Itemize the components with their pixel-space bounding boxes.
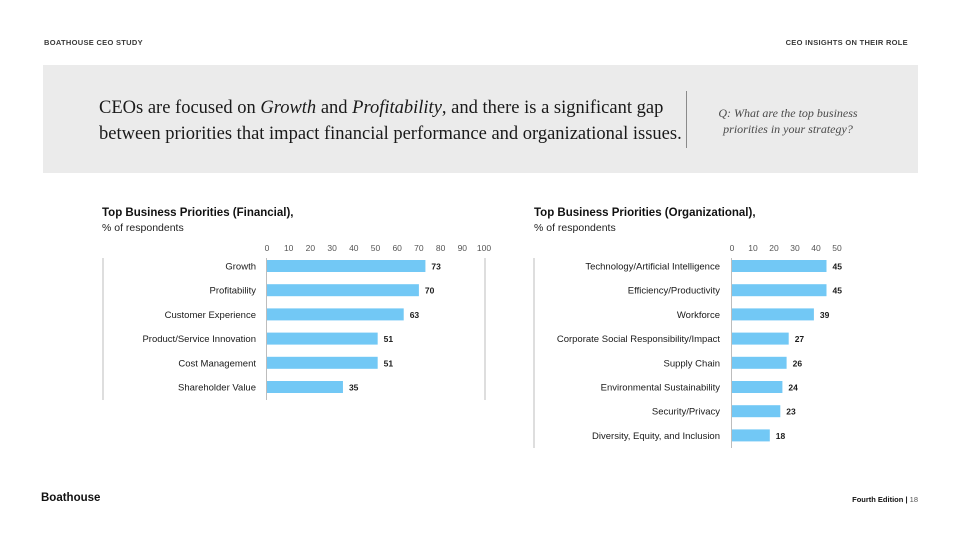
headline-text-2: and: [316, 98, 353, 118]
chart-organizational-bar: [732, 356, 787, 369]
chart-organizational-category-label: Supply Chain: [663, 358, 720, 369]
chart-financial-category-label: Growth: [225, 262, 256, 273]
chart-financial-tick-label: 80: [436, 243, 446, 253]
headline-text-1: CEOs are focused on: [99, 98, 261, 118]
chart-organizational-category-label: Efficiency/Productivity: [628, 286, 720, 297]
chart-organizational-category-label: Workforce: [677, 310, 720, 321]
chart-organizational-tick-label: 20: [769, 243, 779, 253]
chart-organizational-bar: [732, 332, 789, 345]
page-number: 18: [909, 495, 918, 504]
chart-financial-bar: [267, 356, 378, 369]
chart-organizational-tick-label: 30: [790, 243, 800, 253]
chart-organizational-bar: [732, 381, 783, 393]
chart-financial-tick-label: 20: [306, 243, 316, 253]
study-label: BOATHOUSE CEO STUDY: [44, 38, 143, 47]
headline-text-3: , and there is a significant gap between…: [99, 98, 682, 144]
chart-financial-tick-label: 100: [477, 243, 491, 253]
chart-financial-tick-label: 50: [371, 243, 381, 253]
chart-financial-tick-label: 70: [414, 243, 424, 253]
chart-organizational-bar: [732, 260, 827, 272]
brand-logo: Boathouse: [41, 492, 101, 504]
chart-financial-tick-label: 30: [327, 243, 337, 253]
chart-organizational-category-label: Security/Privacy: [652, 407, 720, 418]
chart-financial-title: Top Business Priorities (Financial),: [102, 207, 294, 219]
chart-financial-category-label: Customer Experience: [165, 310, 256, 321]
chart-organizational-value-label: 45: [833, 262, 843, 272]
insight-banner: CEOs are focused on Growth and Profitabi…: [43, 65, 918, 173]
chart-organizational-value-label: 26: [793, 358, 803, 368]
headline: CEOs are focused on Growth and Profitabi…: [99, 95, 689, 147]
chart-organizational-subtitle: % of respondents: [534, 222, 616, 234]
chart-organizational-category-label: Diversity, Equity, and Inclusion: [592, 431, 720, 442]
chart-financial-tick-label: 40: [349, 243, 359, 253]
page-footer: Fourth Edition | 18: [852, 495, 918, 504]
chart-financial-category-label: Cost Management: [178, 358, 256, 369]
chart-financial-bar: [267, 284, 419, 297]
chart-financial-value-label: 63: [410, 310, 420, 320]
chart-organizational-category-label: Environmental Sustainability: [601, 383, 721, 394]
chart-financial-value-label: 51: [384, 358, 394, 368]
chart-organizational-tick-label: 10: [748, 243, 758, 253]
chart-financial-category-label: Product/Service Innovation: [142, 334, 256, 345]
chart-organizational-tick-label: 50: [832, 243, 842, 253]
chart-organizational-value-label: 24: [788, 383, 798, 393]
chart-financial-value-label: 51: [384, 334, 394, 344]
chart-organizational-value-label: 39: [820, 310, 830, 320]
chart-financial-bar: [267, 260, 426, 272]
chart-organizational-bar: [732, 405, 781, 418]
edition-label: Fourth Edition: [852, 495, 904, 504]
chart-financial-category-label: Shareholder Value: [178, 383, 256, 394]
chart-financial-value-label: 35: [349, 383, 359, 393]
chart-organizational-value-label: 45: [833, 286, 843, 296]
section-label: CEO INSIGHTS ON THEIR ROLE: [785, 38, 908, 47]
chart-organizational-value-label: 23: [786, 407, 796, 417]
chart-financial-bar: [267, 332, 378, 345]
chart-organizational-value-label: 18: [776, 431, 786, 441]
chart-financial-tick-label: 0: [265, 243, 270, 253]
chart-organizational-value-label: 27: [795, 334, 805, 344]
chart-organizational-tick-label: 40: [811, 243, 821, 253]
chart-organizational-tick-label: 0: [730, 243, 735, 253]
survey-question: Q: What are the top business priorities …: [718, 106, 858, 136]
chart-financial-bar: [267, 308, 404, 321]
chart-financial-tick-label: 60: [392, 243, 402, 253]
footer-separator: |: [905, 495, 908, 504]
chart-financial-subtitle: % of respondents: [102, 222, 184, 234]
headline-emphasis-growth: Growth: [260, 98, 317, 118]
headline-emphasis-profitability: Profitability: [352, 98, 442, 118]
chart-financial-value-label: 70: [425, 286, 435, 296]
chart-organizational-title: Top Business Priorities (Organizational)…: [534, 207, 756, 219]
chart-organizational-bar: [732, 308, 814, 321]
chart-organizational-category-label: Technology/Artificial Intelligence: [585, 262, 720, 273]
banner-divider: [686, 91, 687, 148]
chart-financial-bar: [267, 381, 343, 393]
chart-organizational-bar: [732, 429, 770, 442]
chart-organizational-bar: [732, 284, 827, 297]
chart-financial-category-label: Profitability: [210, 286, 257, 297]
chart-financial-tick-label: 90: [458, 243, 468, 253]
chart-financial-value-label: 73: [431, 262, 441, 272]
chart-organizational-category-label: Corporate Social Responsibility/Impact: [557, 334, 721, 345]
chart-financial-tick-label: 10: [284, 243, 294, 253]
